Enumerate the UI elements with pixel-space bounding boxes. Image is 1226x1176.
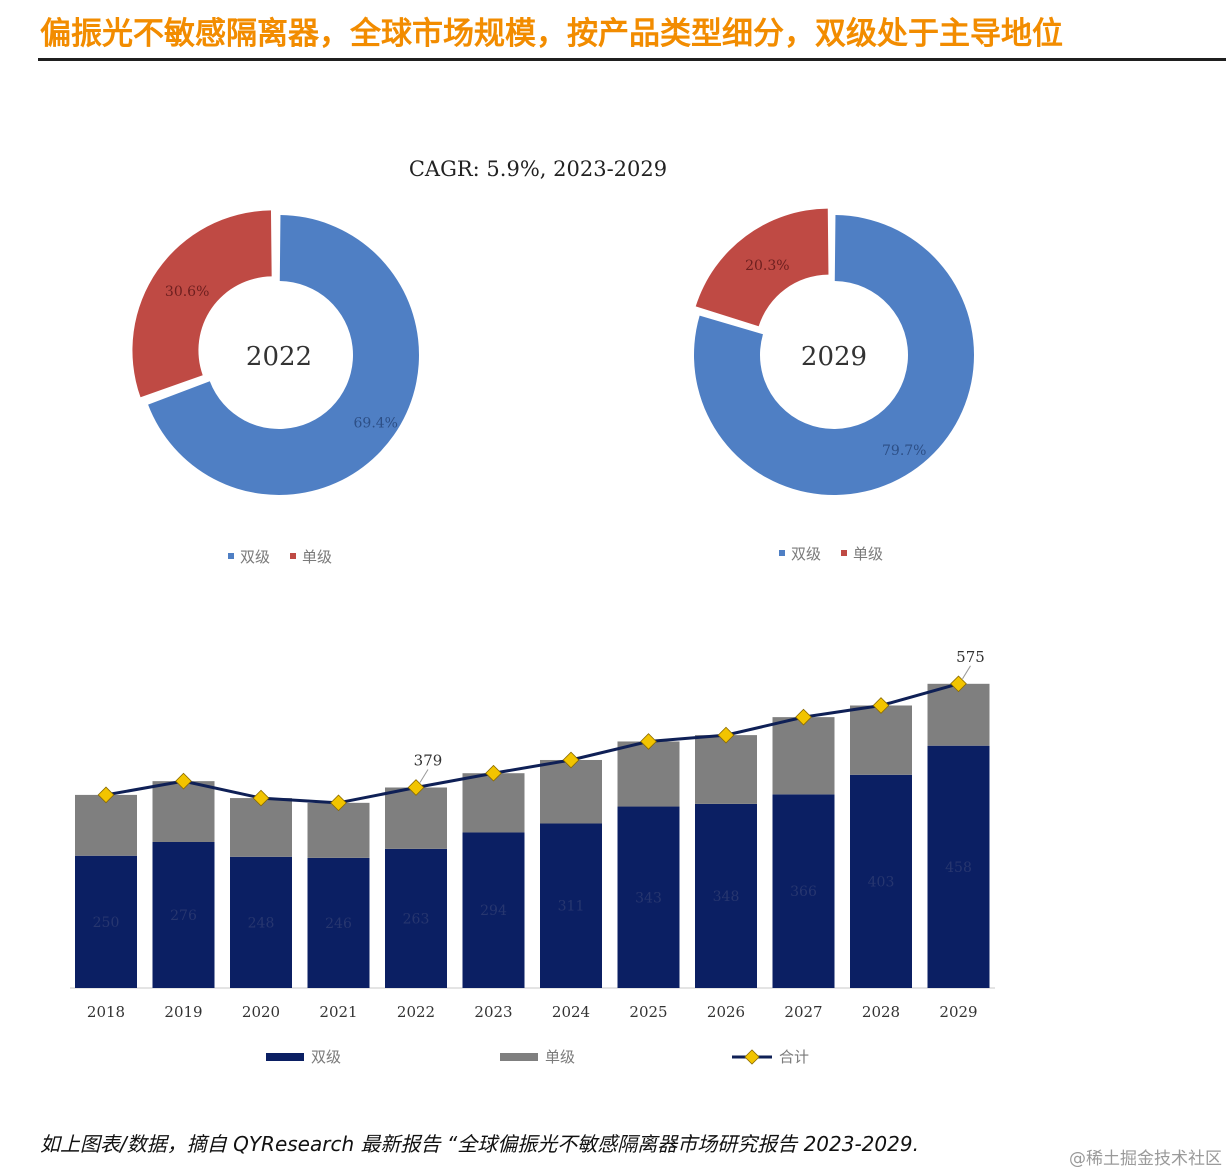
bar-single-2022: [385, 787, 447, 849]
bar-double-2026: [695, 803, 757, 988]
legend-label: 单级: [302, 548, 332, 566]
total-marker-2023: [485, 764, 502, 782]
bar-single-2029: [927, 683, 990, 746]
bar-value-label: 366: [790, 884, 817, 900]
bar-value-label: 248: [248, 915, 275, 931]
x-tick-label: 2021: [319, 1003, 357, 1021]
bar-double-2027: [772, 794, 835, 988]
stacked-bar-chart: 250 2018 276 2019 248 2020 246 2021 263 2022 294 20…: [70, 648, 995, 1066]
legend-label-total: 合计: [779, 1048, 809, 1066]
legend-label: 单级: [853, 545, 883, 563]
total-marker-2024: [562, 751, 580, 769]
bar-single-2027: [772, 717, 835, 795]
total-marker-2028: [872, 697, 890, 714]
pie-slice-single: [695, 208, 829, 327]
total-marker-2021: [330, 794, 347, 812]
bar-value-label: 276: [170, 908, 197, 924]
x-tick-label: 2028: [862, 1003, 900, 1021]
bar-double-2028: [850, 774, 912, 988]
total-value-label: 575: [956, 648, 985, 666]
legend-marker-total: [744, 1049, 760, 1065]
bar-single-2020: [230, 798, 292, 857]
total-marker-2027: [795, 708, 812, 726]
bar-value-label: 403: [868, 874, 895, 890]
pie-chart-2022: 69.4% 30.6% 2022 双级 单级: [132, 210, 420, 566]
x-tick-label: 2018: [87, 1003, 125, 1021]
pie-value-label: 20.3%: [745, 258, 789, 274]
pie-center-year: 2029: [801, 342, 867, 372]
x-tick-label: 2019: [164, 1003, 202, 1021]
bar-single-2026: [695, 735, 757, 804]
cagr-label: CAGR: 5.9%, 2023-2029: [409, 157, 667, 181]
total-marker-2018: [97, 786, 115, 804]
bar-value-label: 343: [635, 890, 662, 906]
bar-double-2018: [75, 855, 137, 988]
pie-value-label: 69.4%: [354, 416, 398, 432]
bar-double-2025: [617, 806, 680, 988]
bar-single-2019: [152, 781, 215, 842]
bar-value-label: 458: [945, 860, 972, 876]
pie-slice-double: [694, 215, 974, 495]
total-marker-2025: [640, 733, 657, 750]
legend-label: 双级: [791, 545, 821, 563]
total-marker-2029: [950, 675, 967, 693]
pie-center-year: 2022: [246, 342, 312, 372]
bar-value-label: 263: [403, 911, 430, 927]
legend-label-single: 单级: [545, 1048, 575, 1066]
bar-single-2021: [307, 802, 370, 858]
pie-chart-2029: 79.7% 20.3% 2029 双级 单级: [694, 208, 974, 563]
legend-label: 双级: [240, 548, 270, 566]
bar-single-2023: [462, 773, 525, 833]
x-tick-label: 2026: [707, 1003, 745, 1021]
legend-label-double: 双级: [311, 1048, 341, 1066]
x-tick-label: 2023: [474, 1003, 512, 1021]
bar-double-2021: [307, 857, 370, 988]
legend-swatch: [290, 553, 296, 559]
pie-slice-double: [148, 215, 420, 495]
total-value-label: 379: [414, 751, 443, 769]
total-marker-2020: [252, 789, 270, 807]
x-tick-label: 2020: [242, 1003, 280, 1021]
x-tick-label: 2027: [784, 1003, 822, 1021]
x-tick-label: 2024: [552, 1003, 590, 1021]
bar-double-2020: [230, 856, 292, 988]
bar-value-label: 311: [558, 899, 585, 915]
total-marker-2026: [717, 726, 735, 744]
watermark: @稀土掘金技术社区: [1069, 1149, 1222, 1169]
title-underline: [38, 58, 1226, 61]
bar-value-label: 294: [480, 903, 507, 919]
bar-value-label: 250: [93, 915, 120, 931]
bar-single-2024: [540, 759, 602, 824]
total-label-leader: [962, 665, 971, 680]
bar-single-2025: [617, 741, 680, 807]
bar-single-2018: [75, 794, 137, 856]
bar-double-2019: [152, 841, 215, 988]
page-title: 偏振光不敏感隔离器，全球市场规模，按产品类型细分，双级处于主导地位: [40, 16, 1063, 52]
bar-single-2028: [850, 705, 912, 775]
bar-double-2024: [540, 823, 602, 988]
total-marker-2022: [407, 779, 425, 796]
total-label-leader: [419, 769, 429, 783]
pie-value-label: 79.7%: [882, 443, 926, 459]
bar-value-label: 348: [713, 889, 740, 905]
legend-swatch: [779, 550, 785, 556]
x-tick-label: 2022: [397, 1003, 435, 1021]
legend-swatch-double: [266, 1053, 304, 1061]
bar-double-2023: [462, 832, 525, 988]
total-marker-2019: [175, 772, 192, 790]
pie-value-label: 30.6%: [165, 284, 209, 300]
x-tick-label: 2025: [629, 1003, 667, 1021]
source-note: 如上图表/数据，摘自 QYResearch 最新报告 “全球偏振光不敏感隔离器市…: [40, 1132, 919, 1156]
legend-swatch-single: [500, 1053, 538, 1061]
total-line: [105, 682, 959, 805]
bar-double-2029: [927, 745, 990, 988]
pie-slice-single: [132, 210, 272, 398]
bar-value-label: 246: [325, 916, 352, 932]
x-tick-label: 2029: [939, 1003, 977, 1021]
legend-swatch: [228, 553, 234, 559]
legend-swatch: [841, 550, 847, 556]
bar-double-2022: [385, 848, 447, 988]
